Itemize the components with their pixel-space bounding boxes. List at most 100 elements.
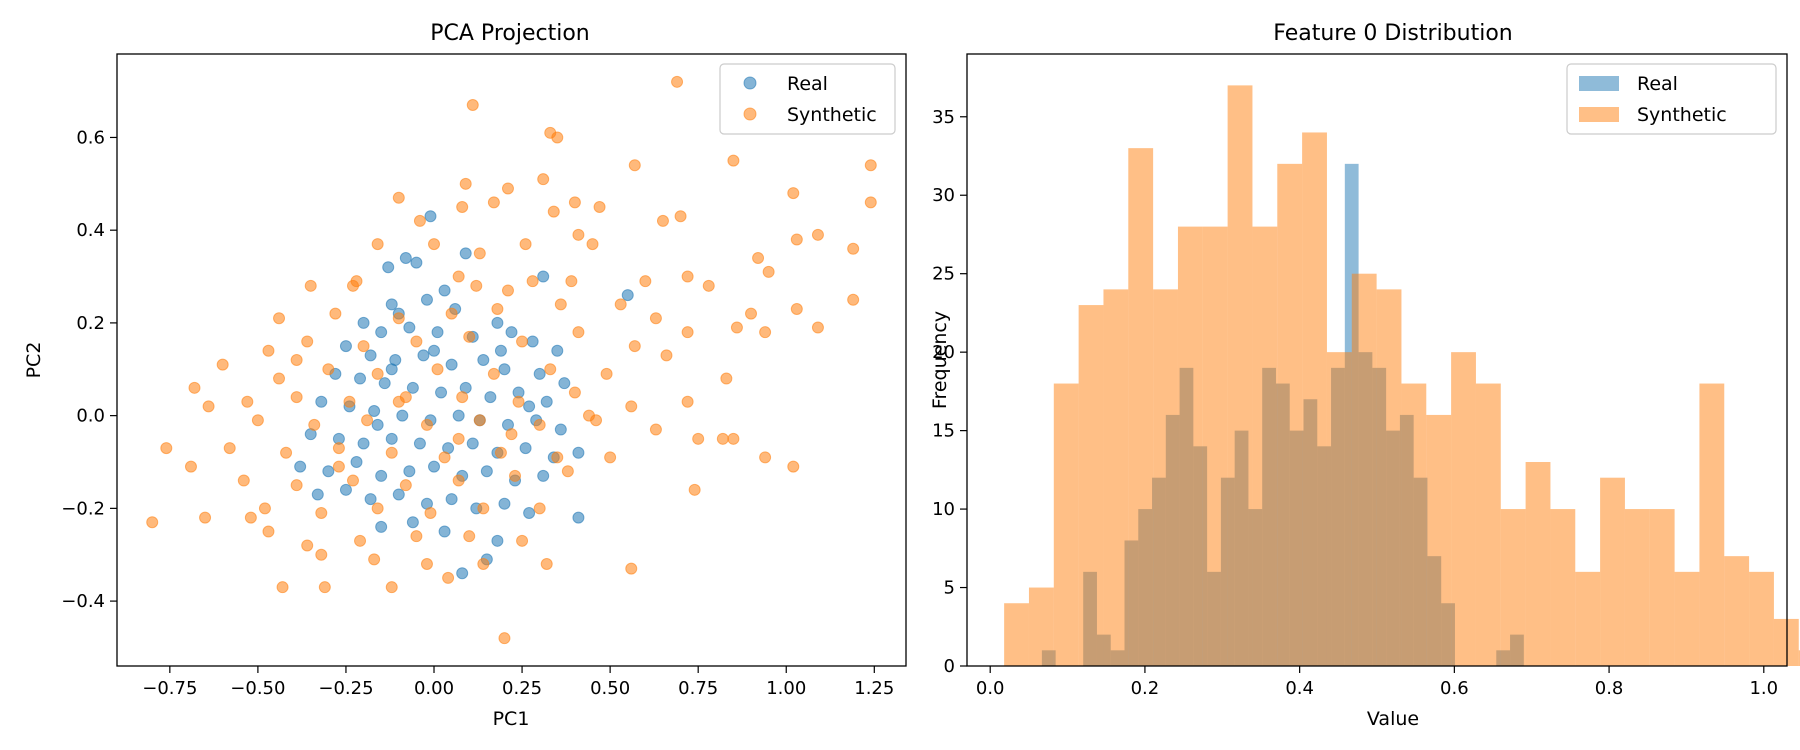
histogram-bar-synthetic <box>1401 383 1427 666</box>
scatter-point-synthetic <box>343 395 356 408</box>
scatter-point-synthetic <box>614 298 627 311</box>
scatter-point-real <box>540 395 553 408</box>
scatter-point-synthetic <box>487 196 500 209</box>
scatter-point-real <box>438 284 451 297</box>
scatter-point-synthetic <box>301 335 314 348</box>
scatter-point-real <box>357 316 370 329</box>
histogram-y-tick-label: 25 <box>932 264 955 285</box>
scatter-point-synthetic <box>847 242 860 255</box>
scatter-point-synthetic <box>745 307 758 320</box>
scatter-point-real <box>621 289 634 302</box>
scatter-point-synthetic <box>600 367 613 380</box>
histogram-x-tick-label: 0.8 <box>1595 678 1624 699</box>
scatter-point-synthetic <box>688 483 701 496</box>
scatter-point-real <box>410 256 423 269</box>
histogram-bar-synthetic <box>1773 618 1799 666</box>
histogram-bar-synthetic <box>1128 148 1154 667</box>
scatter-point-real <box>466 437 479 450</box>
scatter-point-synthetic <box>452 270 465 283</box>
histogram-legend-real-label: Real <box>1637 73 1678 95</box>
scatter-point-real <box>477 354 490 366</box>
scatter-point-real <box>311 488 324 501</box>
histogram-legend-synthetic-swatch <box>1579 107 1619 122</box>
scatter-point-real <box>431 326 444 339</box>
scatter-point-synthetic <box>533 502 546 515</box>
scatter-point-synthetic <box>452 432 465 445</box>
scatter-point-synthetic <box>494 446 507 459</box>
scatter-point-real <box>551 344 564 357</box>
histogram-bar-synthetic <box>1500 509 1526 666</box>
histogram-y-tick-label: 30 <box>932 185 955 206</box>
scatter-point-synthetic <box>258 502 271 515</box>
scatter-point-synthetic <box>223 442 236 455</box>
scatter-point-synthetic <box>332 460 345 473</box>
scatter-point-synthetic <box>730 321 743 334</box>
scatter-point-synthetic <box>540 558 553 570</box>
scatter-point-synthetic <box>660 349 673 362</box>
histogram-y-tick-label: 10 <box>932 499 955 520</box>
scatter-point-real <box>523 400 536 413</box>
scatter-point-synthetic <box>301 539 314 552</box>
pca-x-tick-label: 0.25 <box>502 678 542 699</box>
scatter-point-real <box>392 488 405 501</box>
scatter-point-synthetic <box>442 571 455 584</box>
scatter-point-synthetic <box>216 358 229 371</box>
scatter-point-synthetic <box>280 446 293 459</box>
feature-distribution-panel: Feature 0 Distribution 0.0 0.2 0.4 0.6 0.8 1.… <box>929 21 1800 730</box>
scatter-point-synthetic <box>399 479 412 492</box>
scatter-point-real <box>403 321 416 334</box>
scatter-point-synthetic <box>501 284 514 297</box>
scatter-point-synthetic <box>262 344 275 357</box>
scatter-point-synthetic <box>811 321 824 334</box>
scatter-point-synthetic <box>392 312 405 325</box>
scatter-point-synthetic <box>727 432 740 445</box>
scatter-point-synthetic <box>184 460 197 473</box>
scatter-point-real <box>498 497 511 510</box>
histogram-bar-synthetic <box>1153 289 1178 666</box>
pca-y-tick-label: 0.6 <box>76 127 105 148</box>
scatter-point-synthetic <box>322 363 335 376</box>
scatter-point-real <box>445 358 458 371</box>
scatter-point-synthetic <box>604 451 617 464</box>
histogram-x-tick-label: 0.4 <box>1285 678 1314 699</box>
scatter-point-synthetic <box>241 395 254 408</box>
scatter-point-synthetic <box>790 303 803 315</box>
scatter-point-synthetic <box>593 201 606 213</box>
scatter-point-synthetic <box>371 502 384 515</box>
scatter-point-synthetic <box>537 173 550 186</box>
scatter-point-synthetic <box>787 187 800 200</box>
scatter-point-real <box>382 261 395 274</box>
scatter-point-real <box>537 270 550 283</box>
histogram-bar-synthetic <box>1252 226 1278 666</box>
histogram-bar-synthetic <box>1302 132 1327 666</box>
histogram-bar-synthetic <box>1426 414 1452 666</box>
histogram-x-tick-label: 0.6 <box>1440 678 1469 699</box>
histogram-chart-title: Feature 0 Distribution <box>1273 21 1512 46</box>
scatter-point-real <box>396 409 409 422</box>
scatter-point-synthetic <box>498 632 511 645</box>
scatter-point-synthetic <box>463 330 476 343</box>
scatter-point-real <box>375 520 388 533</box>
scatter-point-synthetic <box>392 191 405 204</box>
scatter-point-real <box>445 493 458 506</box>
pca-x-tick-label: −0.25 <box>318 678 373 699</box>
scatter-point-synthetic <box>720 372 733 385</box>
scatter-point-synthetic <box>671 75 684 88</box>
scatter-point-real <box>428 344 441 357</box>
scatter-point-real <box>459 247 472 260</box>
scatter-point-synthetic <box>438 451 451 464</box>
scatter-point-real <box>375 326 388 339</box>
pca-x-tick-label: 1.25 <box>854 678 894 699</box>
scatter-point-synthetic <box>649 423 662 436</box>
scatter-point-synthetic <box>146 516 159 529</box>
scatter-point-real <box>322 465 335 478</box>
scatter-point-real <box>526 335 539 348</box>
histogram-y-tick-label: 5 <box>944 578 955 599</box>
scatter-point-real <box>364 349 377 362</box>
scatter-point-synthetic <box>473 414 486 427</box>
scatter-point-synthetic <box>864 159 877 172</box>
scatter-point-real <box>368 405 381 417</box>
pca-x-tick-label: 0.00 <box>414 678 454 699</box>
scatter-point-synthetic <box>681 395 694 408</box>
histogram-bar-synthetic <box>1624 509 1650 666</box>
